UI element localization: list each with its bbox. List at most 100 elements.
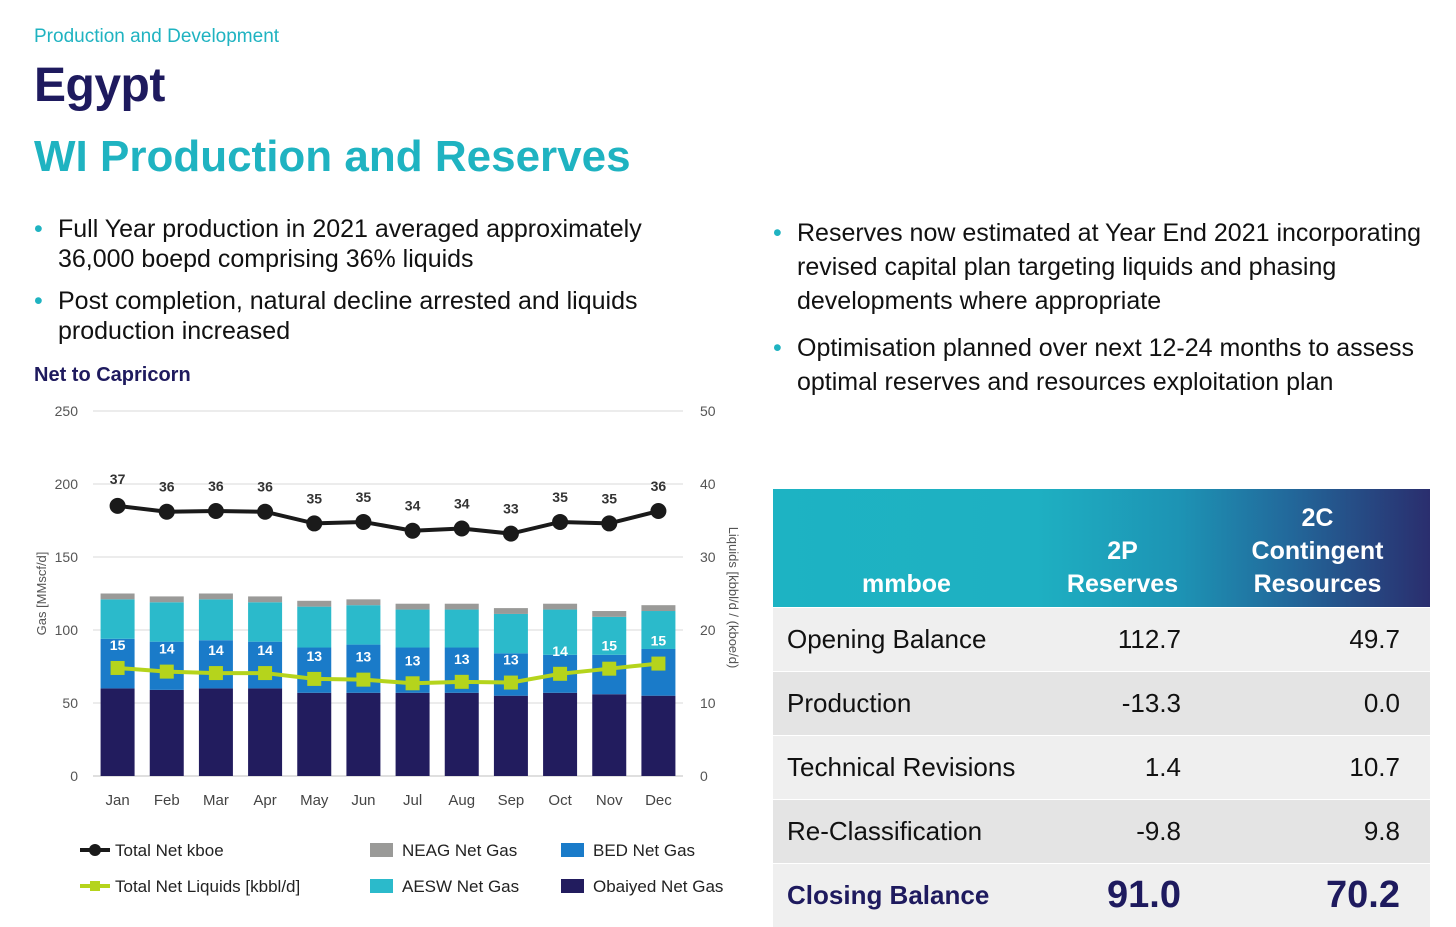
liquids-point [209, 666, 223, 680]
page-subtitle: WI Production and Reserves [34, 132, 631, 182]
liquids-point [504, 676, 518, 690]
bar-neag [297, 601, 331, 607]
y-left-tick-label: 250 [55, 403, 79, 419]
x-tick-label: Oct [548, 792, 572, 809]
kboe-point [110, 498, 126, 514]
value-2p: -13.3 [1040, 672, 1205, 736]
liquids-data-label: 14 [159, 641, 175, 657]
bar-neag [396, 604, 430, 610]
liquids-data-label: 15 [651, 633, 667, 649]
liquids-data-label: 14 [208, 642, 224, 658]
x-tick-label: Nov [596, 792, 623, 809]
bar-aesw [297, 607, 331, 648]
legend-liquids-marker [90, 881, 100, 891]
kboe-line [118, 506, 659, 534]
liquids-data-label: 15 [601, 638, 617, 654]
bar-obaiyed [445, 693, 479, 776]
kboe-point [503, 526, 519, 542]
kboe-data-label: 33 [503, 501, 519, 517]
kboe-data-label: 36 [257, 479, 273, 495]
bar-neag [445, 604, 479, 610]
bar-neag [543, 604, 577, 610]
bar-aesw [199, 599, 233, 640]
legend-bed-swatch [561, 843, 584, 857]
bar-neag [592, 611, 626, 617]
liquids-point [406, 676, 420, 690]
legend-neag-label: NEAG Net Gas [402, 841, 517, 860]
bar-aesw [445, 610, 479, 648]
y-left-tick-label: 100 [55, 622, 79, 638]
y-right-tick-label: 50 [700, 403, 716, 419]
bar-obaiyed [592, 694, 626, 776]
liquids-point [111, 661, 125, 675]
liquids-point [455, 675, 469, 689]
liquids-data-label: 15 [110, 637, 126, 653]
left-bullet-list: Full Year production in 2021 averaged ap… [34, 214, 714, 358]
y-right-tick-label: 40 [700, 476, 716, 492]
row-label: Re-Classification [773, 800, 1040, 864]
page-title: Egypt [34, 58, 165, 113]
bar-obaiyed [494, 696, 528, 776]
kboe-point [405, 523, 421, 539]
y-right-tick-label: 20 [700, 622, 716, 638]
bullet-item: Optimisation planned over next 12-24 mon… [773, 331, 1433, 399]
kboe-point [355, 514, 371, 530]
bar-neag [641, 605, 675, 611]
y-right-axis-label: Liquids [kbbl/d / (kboe/d) [726, 527, 741, 669]
x-tick-label: Mar [203, 792, 229, 809]
row-label: Opening Balance [773, 608, 1040, 672]
kboe-data-label: 36 [651, 478, 667, 494]
bar-neag [494, 608, 528, 614]
kboe-point [650, 503, 666, 519]
liquids-line [118, 664, 659, 684]
liquids-data-label: 13 [306, 648, 322, 664]
kboe-data-label: 35 [306, 490, 322, 506]
y-right-tick-label: 10 [700, 695, 716, 711]
y-right-tick-label: 30 [700, 549, 716, 565]
bar-obaiyed [641, 696, 675, 776]
x-tick-label: Sep [498, 792, 525, 809]
bar-aesw [396, 610, 430, 648]
value-2c: 9.8 [1205, 800, 1430, 864]
bar-neag [199, 594, 233, 600]
legend-neag-swatch [370, 843, 393, 857]
kboe-data-label: 36 [159, 479, 175, 495]
header-mmboe: mmboe [773, 489, 1040, 608]
kboe-data-label: 34 [454, 496, 470, 512]
x-tick-label: Dec [645, 792, 672, 809]
kboe-data-label: 35 [601, 490, 617, 506]
bar-obaiyed [199, 688, 233, 776]
bar-aesw [494, 614, 528, 653]
kboe-point [306, 515, 322, 531]
kboe-data-label: 37 [110, 471, 126, 487]
value-2p: 91.0 [1040, 864, 1205, 927]
liquids-point [307, 672, 321, 686]
legend-aesw-label: AESW Net Gas [402, 877, 519, 896]
kboe-point [159, 504, 175, 520]
x-tick-label: Jan [105, 792, 129, 809]
x-tick-label: Aug [448, 792, 475, 809]
kboe-point [552, 514, 568, 530]
value-2p: -9.8 [1040, 800, 1205, 864]
bar-aesw [248, 602, 282, 641]
liquids-point [258, 666, 272, 680]
liquids-data-label: 14 [257, 642, 273, 658]
row-label: Production [773, 672, 1040, 736]
legend-aesw-swatch [370, 879, 393, 893]
legend-liquids-label: Total Net Liquids [kbbl/d] [115, 877, 300, 896]
bar-neag [150, 596, 184, 602]
kboe-data-label: 36 [208, 478, 224, 494]
value-2p: 1.4 [1040, 736, 1205, 800]
y-left-tick-label: 50 [62, 695, 78, 711]
bullet-item: Post completion, natural decline arreste… [34, 286, 714, 346]
bar-obaiyed [396, 693, 430, 776]
legend-bed-label: BED Net Gas [593, 841, 695, 860]
row-label: Closing Balance [773, 864, 1040, 927]
bar-bed [641, 649, 675, 696]
x-tick-label: May [300, 792, 329, 809]
liquids-point [553, 667, 567, 681]
bullet-item: Full Year production in 2021 averaged ap… [34, 214, 714, 274]
